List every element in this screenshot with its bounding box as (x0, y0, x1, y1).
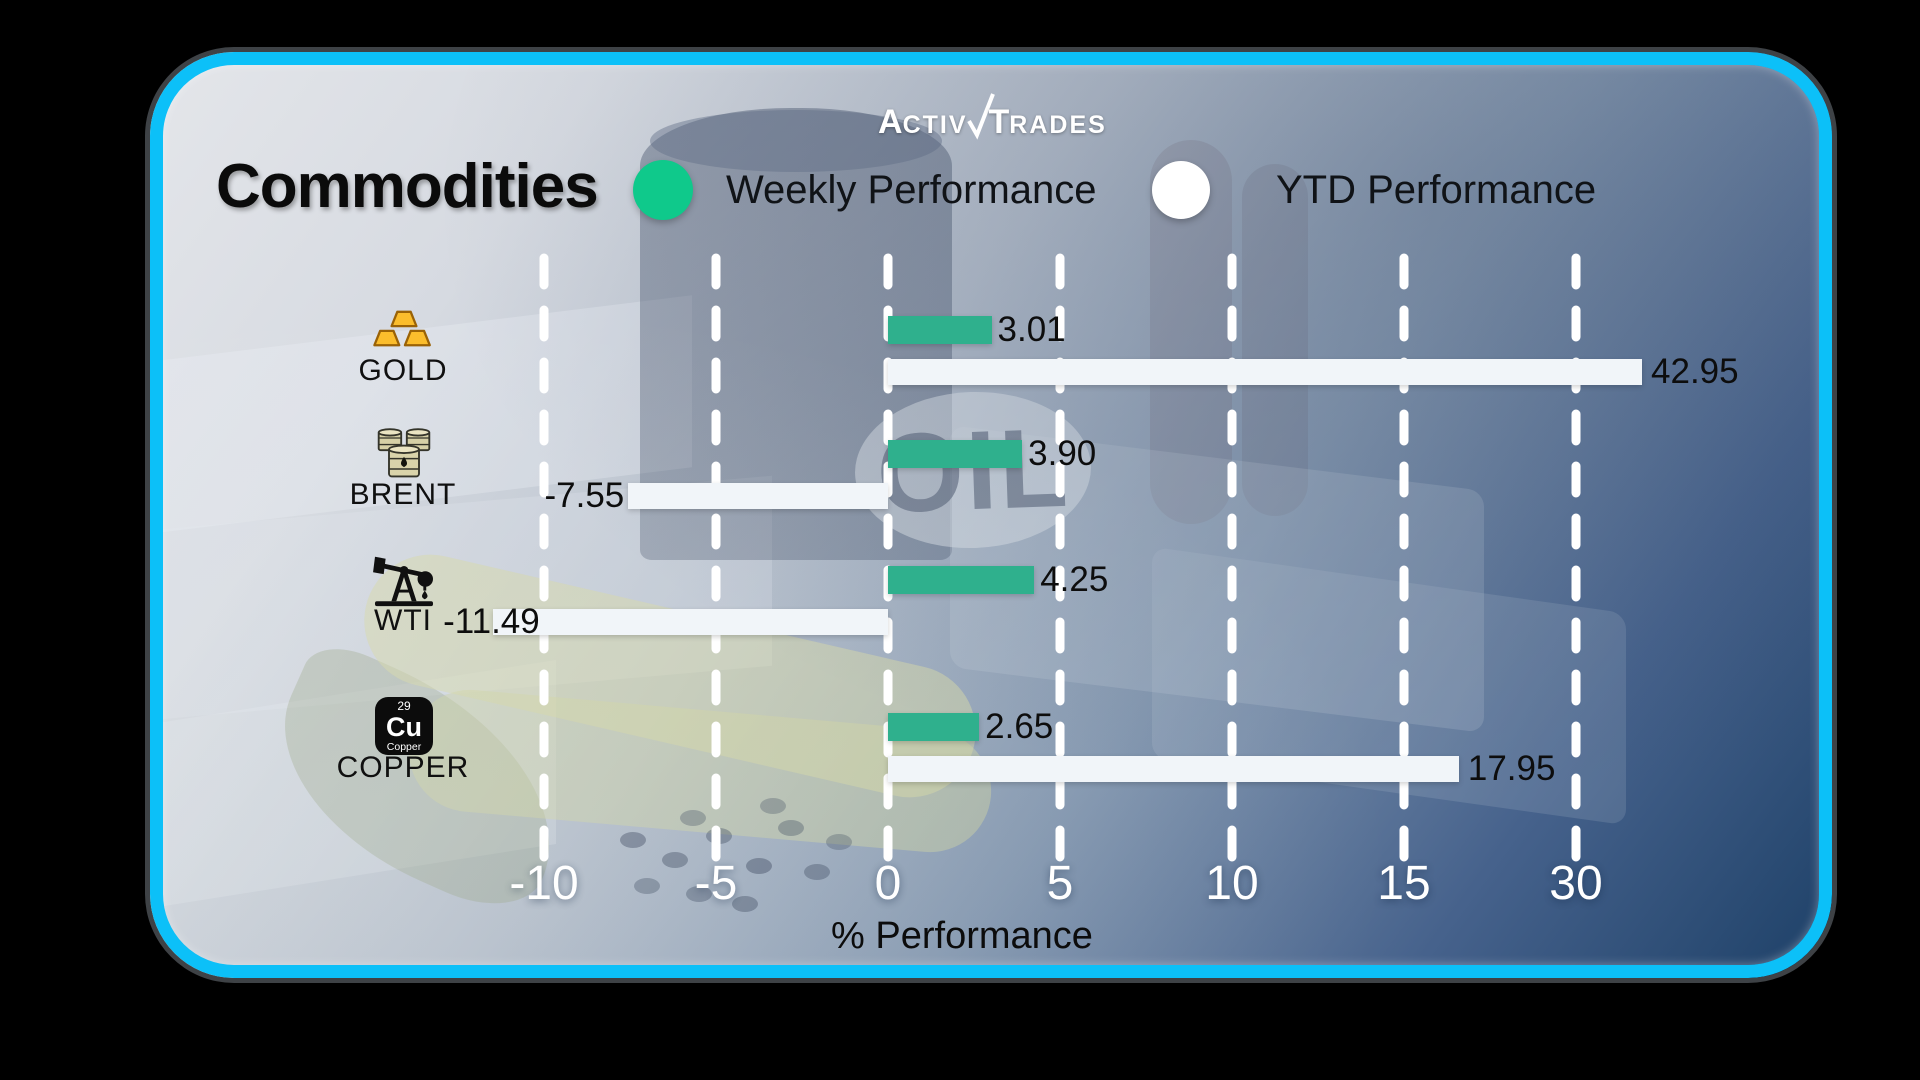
copper-ytd-value: 17.95 (1467, 749, 1556, 788)
gold-ytd-bar (888, 359, 1643, 385)
logo-text: T (988, 103, 1010, 141)
background-artwork: OIL (150, 52, 1832, 978)
brent-ytd-bar (628, 483, 888, 509)
copper-weekly-value: 2.65 (985, 707, 1054, 746)
axis-tick-label: -5 (694, 857, 738, 910)
gold-weekly-value: 3.01 (997, 310, 1066, 349)
axis-tick-label: 5 (1046, 857, 1074, 910)
category-label: BRENT (349, 478, 457, 511)
oil-barrel-top-decor (650, 110, 942, 172)
axis-tick-label: -10 (509, 857, 579, 910)
logo-slash-icon (966, 93, 995, 140)
wti-ytd-value: -11.49 (443, 602, 540, 641)
oil-barrels-icon (371, 422, 437, 484)
axis-tick-label: 10 (1205, 857, 1259, 910)
copper-name: Copper (386, 740, 422, 753)
copper-element-icon: 29 Cu Copper (371, 695, 437, 757)
category-label: GOLD (358, 354, 448, 387)
wti-weekly-bar (888, 566, 1035, 594)
copper-element-tile: 29 Cu Copper (375, 697, 433, 755)
axis-tick-label: 30 (1549, 857, 1603, 910)
pump-jack-icon (371, 548, 437, 610)
weekly-legend-dot (633, 160, 693, 220)
copper-weekly-bar (888, 713, 980, 741)
weekly-legend-label: Weekly Performance (726, 168, 1097, 212)
gold-weekly-bar (888, 316, 992, 344)
logo-text: RADES (1009, 111, 1107, 139)
copper-symbol: Cu (386, 711, 422, 742)
dashed-gridlines (539, 253, 1581, 863)
axis-tick-label: 15 (1377, 857, 1431, 910)
brent-weekly-bar (888, 440, 1023, 468)
wti-ytd-bar (492, 609, 888, 635)
activtrades-logo: ACTIV TRADES (878, 92, 1107, 142)
category-label: WTI (374, 604, 432, 637)
axis-tick-label: 0 (874, 857, 902, 910)
coffee-beans-decor (620, 832, 646, 848)
bar-chart: -10 -5 0 5 10 15 30 % Performance GOLD 3.01 42… (150, 52, 1832, 978)
gold-bars-icon (371, 298, 437, 360)
ytd-legend-dot (1152, 161, 1210, 219)
gold-ytd-value: 42.95 (1651, 352, 1739, 391)
logo-text: CTIV (902, 111, 968, 139)
x-axis-label: % Performance (831, 915, 1093, 957)
infographic-card: OIL ACTIV TRADES Commodities Weekly Perfo… (150, 52, 1832, 978)
page-title: Commodities (216, 152, 599, 221)
category-label: COPPER (336, 751, 470, 784)
brent-weekly-value: 3.90 (1028, 434, 1097, 473)
logo-text: A (878, 103, 903, 141)
copper-atomic-number: 29 (397, 698, 411, 713)
background-tint (150, 52, 1832, 978)
metal-pipe-decor (1242, 164, 1308, 516)
copper-ytd-bar (888, 756, 1459, 782)
wti-weekly-value: 4.25 (1040, 560, 1109, 599)
ytd-legend-label: YTD Performance (1276, 168, 1597, 212)
brent-ytd-value: -7.55 (544, 476, 625, 515)
